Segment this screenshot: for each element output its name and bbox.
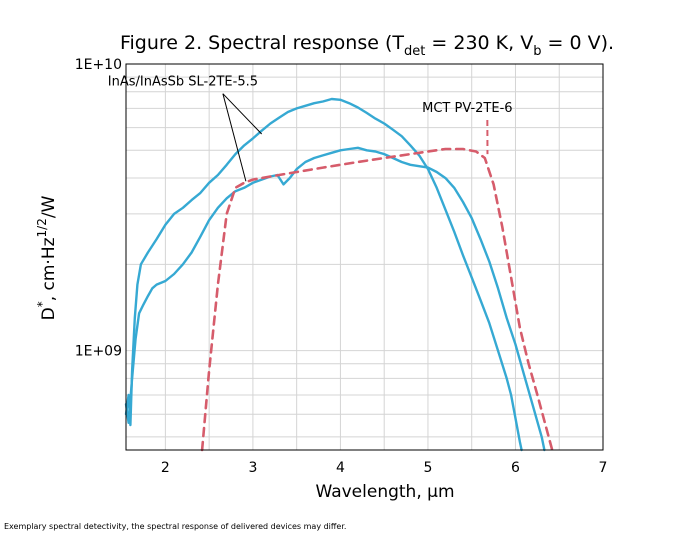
- series-mct-pv-2te-6: [200, 147, 554, 452]
- series-layer: [124, 97, 554, 452]
- y-tick-label: 1E+10: [75, 57, 122, 73]
- tick-labels: 2 3 4 5 6 7 1E+09 1E+10: [75, 57, 608, 476]
- x-tick-label: 2: [161, 460, 170, 476]
- x-axis-label: Wavelength, µm: [315, 482, 454, 502]
- annotation-sl-leader: [222, 93, 263, 135]
- annotation-sl-label: InAs/InAsSb SL-2TE-5.5: [108, 75, 258, 90]
- chart-title: Figure 2. Spectral response (Tdet = 230 …: [120, 32, 614, 59]
- footnote: Exemplary spectral detectivity, the spec…: [4, 522, 347, 531]
- x-tick-label: 3: [248, 460, 257, 476]
- annotation-sl-leader: [222, 93, 247, 182]
- series-sl-2te-5-5-2: [124, 146, 546, 452]
- x-tick-label: 5: [423, 460, 432, 476]
- x-tick-label: 6: [511, 460, 520, 476]
- y-tick-label: 1E+09: [75, 344, 122, 360]
- x-tick-label: 4: [336, 460, 345, 476]
- x-tick-label: 7: [599, 460, 608, 476]
- series-sl-2te-5-5-1: [124, 97, 523, 452]
- grid-lines: [126, 63, 604, 450]
- annotation-mct-label: MCT PV-2TE-6: [422, 101, 512, 116]
- y-axis-label: D*, cm·Hz1/2/W: [35, 195, 59, 320]
- plot-frame: [125, 63, 604, 451]
- annotations-layer: InAs/InAsSb SL-2TE-5.5 MCT PV-2TE-6: [108, 75, 513, 182]
